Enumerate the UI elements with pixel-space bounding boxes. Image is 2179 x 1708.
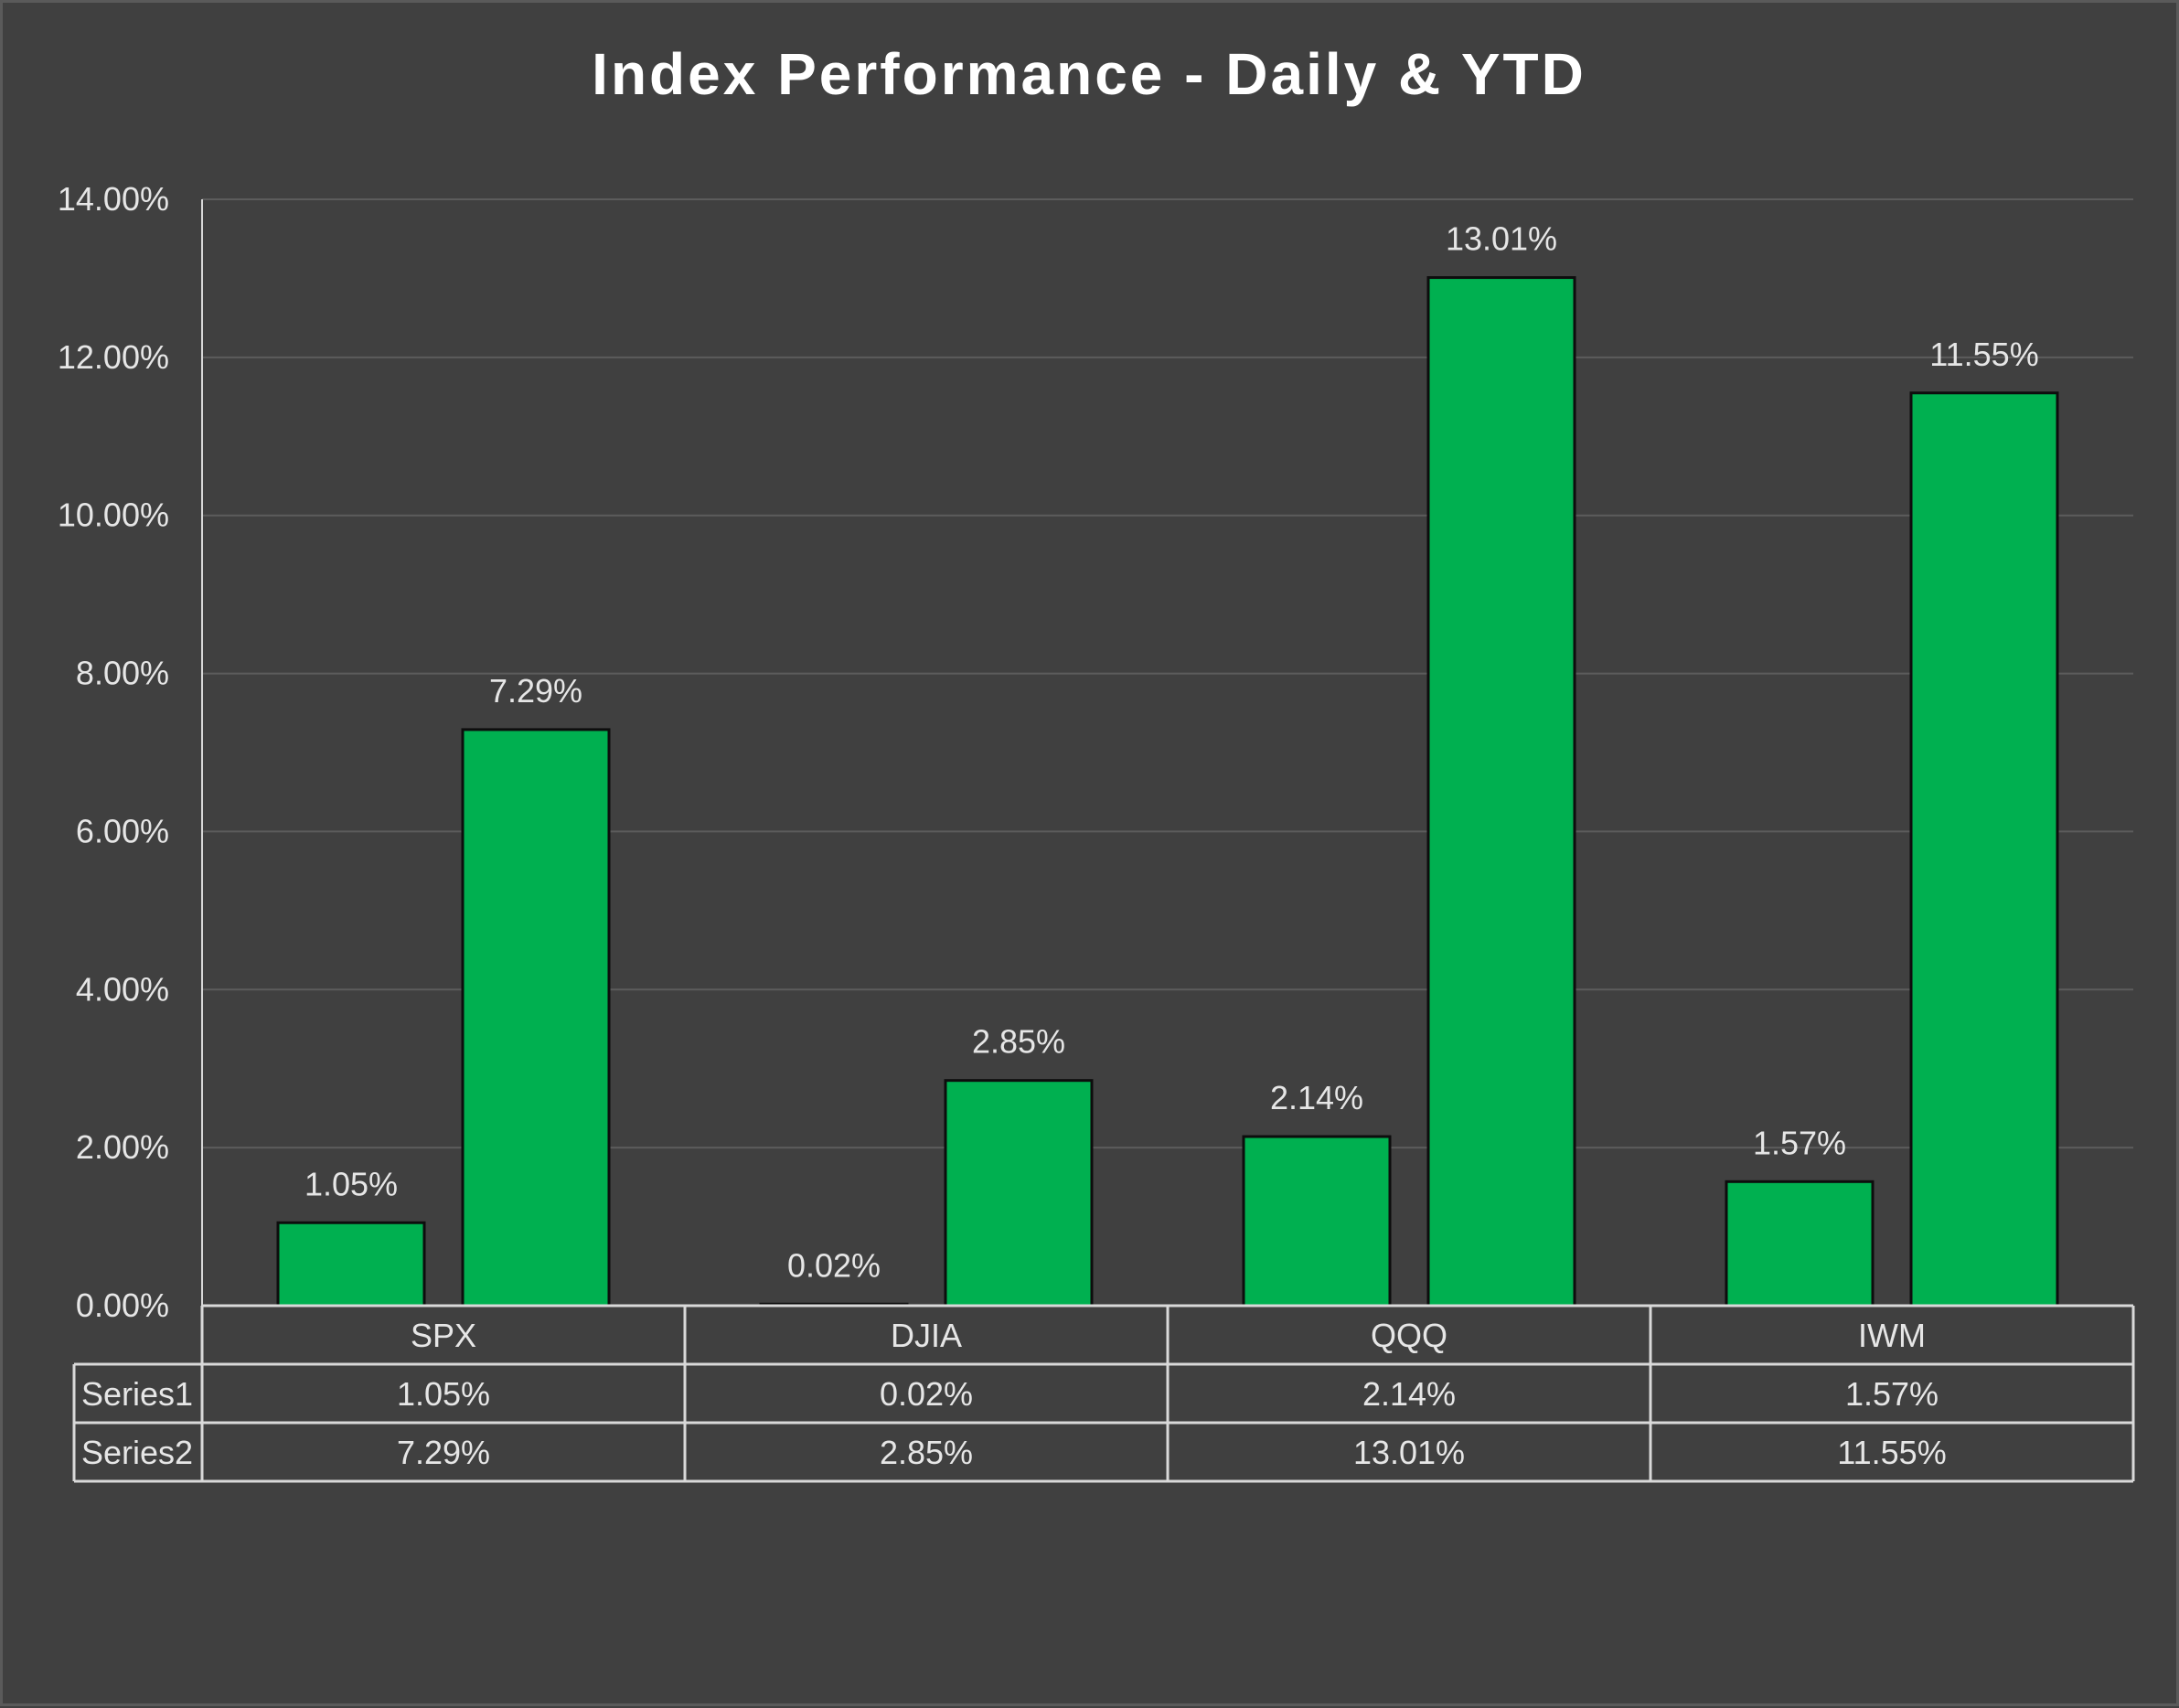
- category-label: QQQ: [1371, 1317, 1447, 1354]
- chart-title: Index Performance - Daily & YTD: [592, 41, 1586, 107]
- data-label: 1.05%: [304, 1165, 398, 1202]
- data-label: 0.02%: [787, 1246, 881, 1284]
- y-tick-label: 4.00%: [76, 970, 169, 1008]
- data-label: 2.14%: [1270, 1079, 1363, 1116]
- data-table: SPX DJIA QQQ IWM Series1 1.05% 0.02% 2.14% 1.57%…: [72, 1304, 2135, 1483]
- bar-series2-spx: [461, 728, 611, 1308]
- table-cell: 1.57%: [1845, 1375, 1939, 1413]
- table-cell: 7.29%: [397, 1434, 490, 1471]
- category-label: DJIA: [891, 1317, 962, 1354]
- data-label: 7.29%: [489, 672, 582, 710]
- y-tick-label: 10.00%: [58, 496, 169, 534]
- data-label: 1.57%: [1753, 1124, 1846, 1161]
- series-name: Series2: [81, 1434, 193, 1471]
- table-cell: 0.02%: [880, 1375, 973, 1413]
- data-label: 11.55%: [1929, 336, 2038, 373]
- series-name: Series1: [81, 1375, 193, 1413]
- table-cell: 2.85%: [880, 1434, 973, 1471]
- y-tick-label: 12.00%: [58, 338, 169, 376]
- data-labels: 1.05% 0.02% 2.14% 1.57% 7.29% 2.85% 13.01% 11.5…: [304, 220, 2039, 1285]
- y-axis-tick-labels: 0.00% 2.00% 4.00% 6.00% 8.00% 10.00% 12.00% 14.…: [58, 180, 169, 1324]
- table-cell: 11.55%: [1837, 1434, 1946, 1471]
- category-label: SPX: [411, 1317, 476, 1354]
- data-label: 13.01%: [1446, 220, 1557, 258]
- bar-series2-djia: [944, 1079, 1094, 1308]
- table-cell: 13.01%: [1353, 1434, 1465, 1471]
- y-tick-label: 2.00%: [76, 1128, 169, 1166]
- table-cell: 1.05%: [397, 1375, 490, 1413]
- y-tick-label: 14.00%: [58, 180, 169, 218]
- y-tick-label: 8.00%: [76, 655, 169, 692]
- y-tick-label: 6.00%: [76, 812, 169, 849]
- bars: [276, 276, 2059, 1308]
- bar-series2-qqq: [1426, 276, 1576, 1308]
- y-tick-label: 0.00%: [76, 1286, 169, 1324]
- category-label: IWM: [1858, 1317, 1926, 1354]
- bar-chart: Index Performance - Daily & YTD 0.00% 2.0…: [58, 41, 2135, 1483]
- bar-series1-qqq: [1242, 1135, 1392, 1308]
- data-label: 2.85%: [972, 1023, 1065, 1061]
- bar-series1-iwm: [1725, 1180, 1875, 1308]
- table-cell: 2.14%: [1362, 1375, 1456, 1413]
- bar-series1-spx: [276, 1221, 426, 1308]
- bar-series2-iwm: [1909, 391, 2059, 1308]
